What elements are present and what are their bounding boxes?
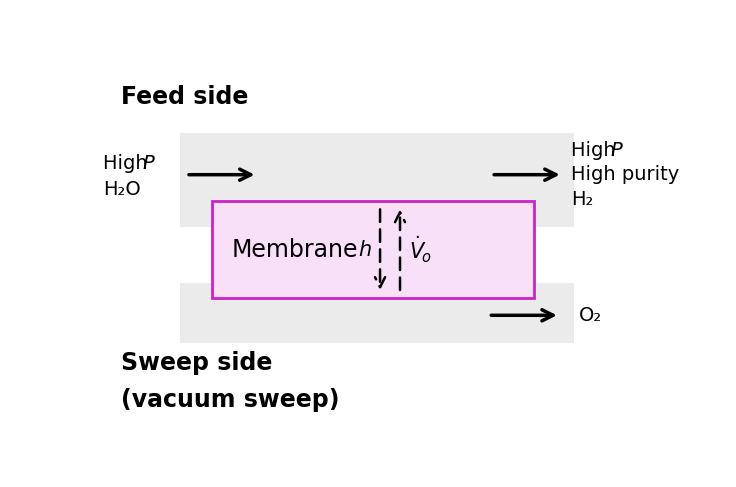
Text: $h$: $h$ <box>358 240 372 260</box>
Bar <box>180 283 574 343</box>
Text: $P$: $P$ <box>142 154 156 173</box>
Bar <box>180 133 574 227</box>
Text: Feed side: Feed side <box>121 85 248 109</box>
Text: $P$: $P$ <box>610 141 623 160</box>
Text: High purity: High purity <box>571 165 679 184</box>
Text: H₂O: H₂O <box>103 180 141 199</box>
Text: (vacuum sweep): (vacuum sweep) <box>121 389 339 412</box>
Text: Sweep side: Sweep side <box>121 351 272 375</box>
Text: O₂: O₂ <box>578 306 602 325</box>
Text: High: High <box>571 141 622 160</box>
Bar <box>212 201 534 299</box>
Text: $\dot{V}_{\!o}$: $\dot{V}_{\!o}$ <box>408 235 431 265</box>
Text: Membrane: Membrane <box>232 238 358 262</box>
Text: High: High <box>103 154 155 173</box>
Text: H₂: H₂ <box>571 189 593 208</box>
